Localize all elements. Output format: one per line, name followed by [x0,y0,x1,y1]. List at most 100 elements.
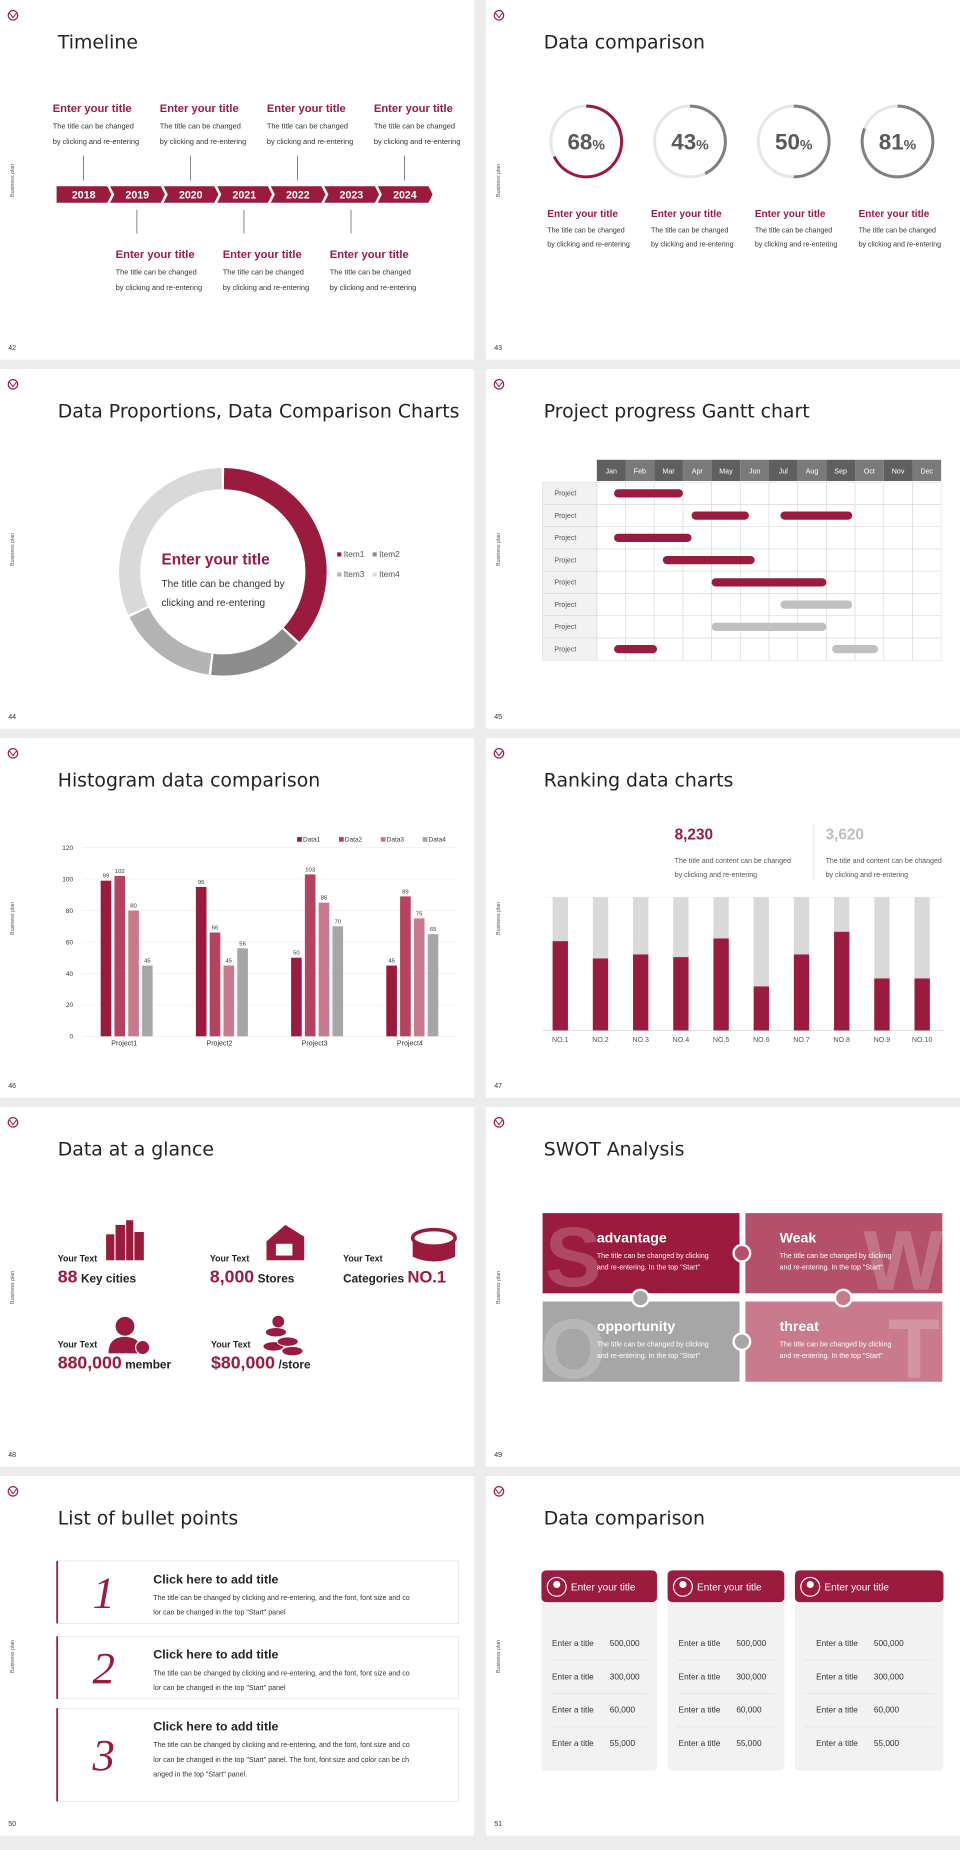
ring-number: 81 [879,130,904,155]
item-title: Enter your title [116,249,195,261]
item-text: by clicking and re-entering [330,283,416,292]
card-icon [800,1576,821,1597]
side-label: Business plan [496,533,502,566]
page-number: 44 [8,714,16,721]
item-icon [266,1224,305,1261]
bar [713,938,729,1031]
page-number: 50 [8,1821,16,1828]
gantt-bar [780,511,853,520]
legend-swatch [422,837,428,842]
value-label: 75 [416,911,423,917]
logo-mark [495,12,503,19]
year-label: 2018 [72,190,96,202]
row-label: Enter a title [816,1672,858,1681]
card-title: Enter your title [571,1582,636,1593]
row-label: Enter a title [679,1639,721,1648]
slide-title: SWOT Analysis [544,1138,685,1160]
bullet-text: lor can be changed in the top "Start" pa… [153,1757,409,1764]
item-title: Enter your title [330,249,409,261]
letter-group: T [888,1301,940,1396]
value-label: 45 [388,959,395,965]
item-title: Enter your title [374,103,453,115]
row-label: Project [554,491,576,498]
ring-text: The title can be changed [547,227,624,234]
swot-letter: O [540,1301,606,1396]
card-title: Enter your title [697,1582,762,1593]
item-text: by clicking and re-entering [116,283,202,292]
item-icon [106,1220,144,1261]
ring-unit: % [696,137,709,153]
year-segment [163,186,219,203]
slide-background [0,0,474,360]
donut-segment [119,468,223,615]
swot-text: The title can be changed by clicking [597,1341,709,1348]
month-header [596,459,626,482]
page-number: 45 [494,714,502,721]
year-segment [377,186,433,203]
gantt-bar [614,489,683,498]
side-label: Business plan [496,902,502,935]
row-label: Project [554,602,576,609]
ring-text: The title can be changed [755,227,832,234]
gantt-bar [691,511,749,520]
bullet-text: The title can be changed by clicking and… [153,1670,409,1677]
puzzle-knob [631,1288,650,1308]
bar [427,934,439,1037]
icon-part [275,1243,293,1256]
year-segment [110,186,165,203]
donut-segment [129,607,212,675]
gantt-bar [662,555,755,565]
swot-piece [542,1301,740,1382]
bar [304,874,316,1037]
letter-group: O [540,1301,607,1396]
logo-mark [9,12,17,19]
logo [493,1117,505,1128]
month-label: Apr [692,468,704,475]
value-label: 45 [144,959,151,965]
letter-group: S [545,1213,602,1293]
item-label: Your Text [210,1253,249,1263]
item-value: 880,000 [58,1353,122,1373]
legend-swatch [372,572,377,577]
logo [493,1486,505,1497]
page-number: 48 [8,1452,16,1459]
bar [413,918,425,1037]
ring-arc [689,104,727,175]
center-text: clicking and re-entering [162,598,266,609]
x-tick-label: NO.1 [552,1037,569,1044]
item-value: NO.1 [408,1269,447,1287]
center-title: Enter your title [162,552,270,569]
item-label: Your Text [343,1253,382,1263]
year-label: 2019 [125,190,149,202]
item-value: 8,000 [210,1267,254,1287]
swot-letter: T [888,1301,940,1396]
slide: Business plan 51 Data comparison Enter your… [486,1476,960,1836]
bar [793,954,810,1031]
x-tick-label: Project2 [206,1041,232,1048]
slide: Business plan 46 Histogram data comparison… [0,738,474,1098]
bullet-box [56,1707,460,1802]
donut-segment [223,468,327,642]
gantt-bar [614,644,658,654]
bullet-box [56,1636,460,1700]
bar [386,965,397,1037]
ring-value: 43% [671,130,709,155]
bullet-text: anged in the top "Start" panel. [153,1772,247,1779]
puzzle-knob [732,1243,752,1263]
icon-part [412,1240,456,1262]
x-tick-label: NO.10 [912,1037,932,1044]
bullet-text: The title can be changed by clicking and… [153,1595,409,1602]
row-label: Enter a title [816,1706,858,1715]
gantt-bar [832,644,879,654]
month-label: Oct [864,468,875,475]
slide-title: Data Proportions, Data Comparison Charts [58,400,460,422]
x-tick-label: NO.6 [753,1037,770,1044]
item-unit: Categories [343,1273,404,1286]
slide: Business plan 44 Data Proportions, Data Co… [0,369,474,729]
logo-mark [495,1488,503,1495]
bar [592,958,609,1031]
item-icon [108,1316,151,1356]
month-label: Mar [662,468,675,475]
